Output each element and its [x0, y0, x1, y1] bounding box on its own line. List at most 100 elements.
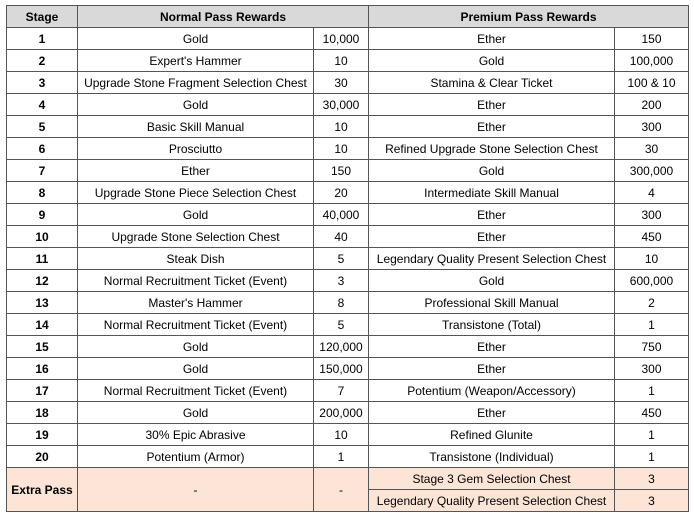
premium-qty: 3: [614, 467, 689, 490]
premium-item: Ether: [368, 401, 615, 424]
premium-item: Ether: [368, 27, 615, 50]
premium-item: Ether: [368, 115, 615, 138]
normal-qty: 200,000: [313, 401, 369, 424]
premium-item: Professional Skill Manual: [368, 291, 615, 314]
normal-item: Gold: [77, 93, 314, 116]
premium-qty: 300: [614, 115, 689, 138]
table-row: 5 Basic Skill Manual 10 Ether 300: [6, 115, 689, 138]
premium-item: Ether: [368, 335, 615, 358]
stage-cell: 3: [6, 71, 78, 94]
table-row: 16 Gold 150,000 Ether 300: [6, 357, 689, 380]
extra-row: Extra Pass - - Stage 3 Gem Selection Chest 3: [6, 467, 689, 512]
stage-cell: 17: [6, 379, 78, 402]
header-cell: Premium Pass Rewards: [368, 5, 689, 28]
stage-cell: 6: [6, 137, 78, 160]
premium-qty: 1: [614, 379, 689, 402]
normal-item: Normal Recruitment Ticket (Event): [77, 379, 314, 402]
table-row: 2 Expert's Hammer 10 Gold 100,000: [6, 49, 689, 72]
table-row: 10 Upgrade Stone Selection Chest 40 Ether 45…: [6, 225, 689, 248]
premium-qty: 1: [614, 423, 689, 446]
premium-qty: 2: [614, 291, 689, 314]
premium-item: Gold: [368, 269, 615, 292]
premium-item: Legendary Quality Present Selection Ches…: [368, 247, 615, 270]
normal-qty: 7: [313, 379, 369, 402]
stage-cell: 10: [6, 225, 78, 248]
stage-cell: 15: [6, 335, 78, 358]
premium-qty: 450: [614, 401, 689, 424]
premium-item: Potentium (Weapon/Accessory): [368, 379, 615, 402]
normal-qty: 3: [313, 269, 369, 292]
normal-item: -: [77, 467, 314, 512]
premium-qty: 150: [614, 27, 689, 50]
stage-cell: 7: [6, 159, 78, 182]
premium-qty: 4: [614, 181, 689, 204]
normal-qty: 1: [313, 445, 369, 468]
normal-item: Upgrade Stone Fragment Selection Chest: [77, 71, 314, 94]
table-body: 1 Gold 10,000 Ether 150 2 Expert's Hammer 10 Gol…: [6, 27, 689, 512]
stage-cell: 13: [6, 291, 78, 314]
premium-qty: 1: [614, 313, 689, 336]
normal-qty: 40: [313, 225, 369, 248]
normal-item: Gold: [77, 335, 314, 358]
premium-item: Ether: [368, 93, 615, 116]
normal-qty: 10: [313, 137, 369, 160]
normal-item: Upgrade Stone Selection Chest: [77, 225, 314, 248]
premium-qty: 1: [614, 445, 689, 468]
premium-qty: 600,000: [614, 269, 689, 292]
premium-item: Stage 3 Gem Selection Chest: [368, 467, 615, 490]
premium-item: Transistone (Total): [368, 313, 615, 336]
stage-cell: 19: [6, 423, 78, 446]
header-row: Stage Normal Pass Rewards Premium Pass R…: [6, 5, 689, 28]
premium-qty: 100 & 10: [614, 71, 689, 94]
premium-item: Stamina & Clear Ticket: [368, 71, 615, 94]
stage-cell: 1: [6, 27, 78, 50]
normal-qty: 150: [313, 159, 369, 182]
table-row: 12 Normal Recruitment Ticket (Event) 3 Gold…: [6, 269, 689, 292]
normal-qty: -: [313, 467, 369, 512]
premium-item: Refined Glunite: [368, 423, 615, 446]
premium-qty: 300,000: [614, 159, 689, 182]
table-row: 7 Ether 150 Gold 300,000: [6, 159, 689, 182]
table-row: 8 Upgrade Stone Piece Selection Chest 20 In…: [6, 181, 689, 204]
table-row: 3 Upgrade Stone Fragment Selection Chest 3…: [6, 71, 689, 94]
table-row: 17 Normal Recruitment Ticket (Event) 7 Pote…: [6, 379, 689, 402]
table-row: 13 Master's Hammer 8 Professional Skill Man…: [6, 291, 689, 314]
premium-qty: 450: [614, 225, 689, 248]
stage-cell: 8: [6, 181, 78, 204]
normal-qty: 5: [313, 313, 369, 336]
normal-qty: 150,000: [313, 357, 369, 380]
premium-qty: 3: [614, 489, 689, 512]
normal-item: Upgrade Stone Piece Selection Chest: [77, 181, 314, 204]
normal-item: Basic Skill Manual: [77, 115, 314, 138]
normal-qty: 8: [313, 291, 369, 314]
stage-cell: 14: [6, 313, 78, 336]
premium-item: Ether: [368, 357, 615, 380]
stage-cell: 4: [6, 93, 78, 116]
premium-item: Transistone (Individual): [368, 445, 615, 468]
premium-qty: 30: [614, 137, 689, 160]
normal-qty: 120,000: [313, 335, 369, 358]
table-row: 1 Gold 10,000 Ether 150: [6, 27, 689, 50]
premium-item: Gold: [368, 159, 615, 182]
extra-row: Legendary Quality Present Selection Ches…: [7, 489, 689, 512]
normal-qty: 40,000: [313, 203, 369, 226]
stage-cell: 12: [6, 269, 78, 292]
normal-qty: 20: [313, 181, 369, 204]
normal-item: Gold: [77, 401, 314, 424]
normal-item: Gold: [77, 27, 314, 50]
normal-item: 30% Epic Abrasive: [77, 423, 314, 446]
normal-item: Ether: [77, 159, 314, 182]
header-cell: Normal Pass Rewards: [77, 5, 369, 28]
premium-item: Ether: [368, 225, 615, 248]
normal-item: Expert's Hammer: [77, 49, 314, 72]
normal-item: Normal Recruitment Ticket (Event): [77, 269, 314, 292]
normal-qty: 5: [313, 247, 369, 270]
table-row: 9 Gold 40,000 Ether 300: [6, 203, 689, 226]
normal-item: Prosciutto: [77, 137, 314, 160]
table-row: 15 Gold 120,000 Ether 750: [6, 335, 689, 358]
normal-item: Potentium (Armor): [77, 445, 314, 468]
table-row: 14 Normal Recruitment Ticket (Event) 5 Tran…: [6, 313, 689, 336]
table-row: 4 Gold 30,000 Ether 200: [6, 93, 689, 116]
premium-qty: 300: [614, 203, 689, 226]
premium-qty: 750: [614, 335, 689, 358]
